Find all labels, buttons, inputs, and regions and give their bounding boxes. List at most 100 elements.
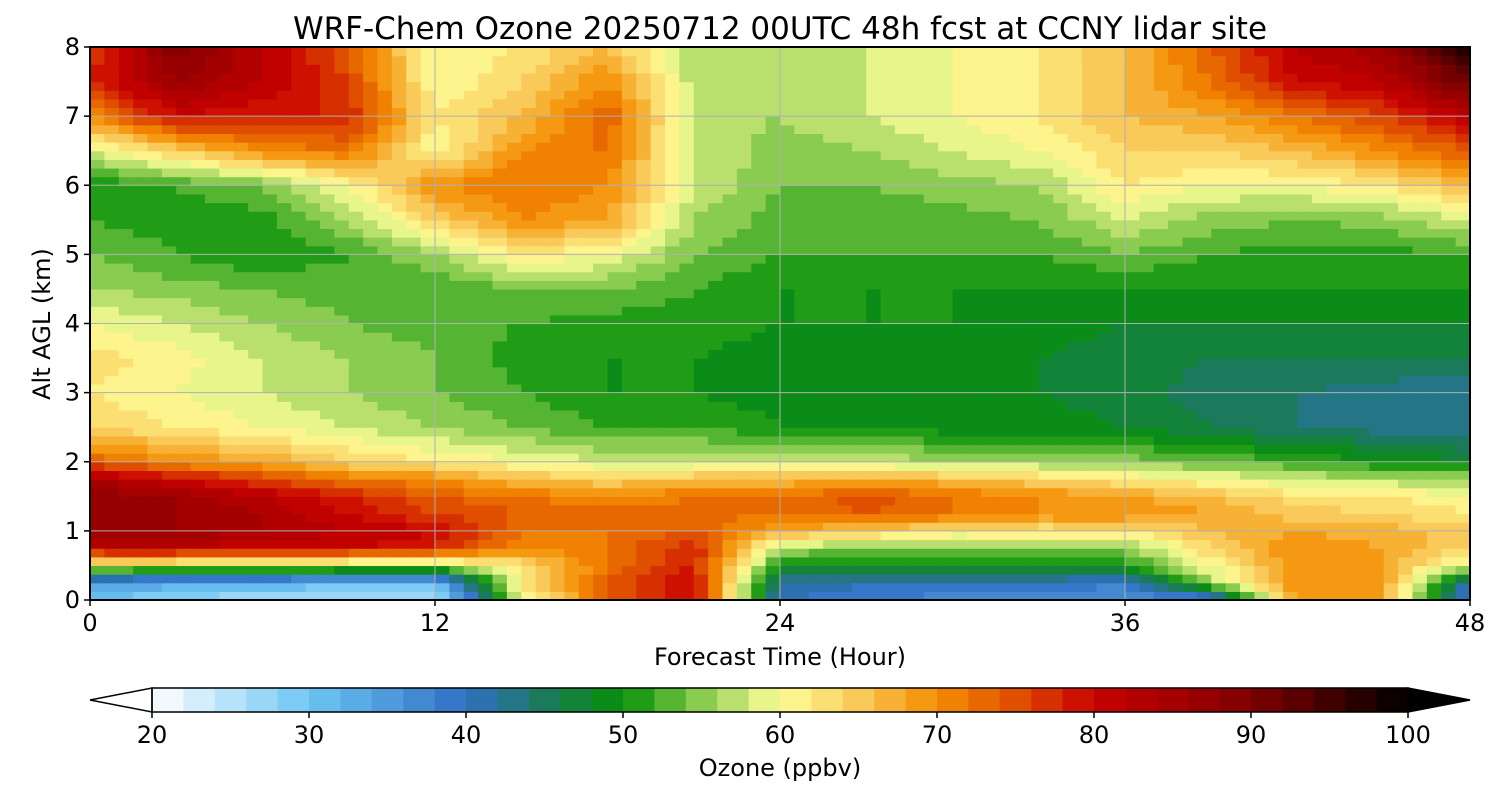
heatmap-cell — [722, 574, 738, 584]
heatmap-cell — [492, 418, 508, 428]
heatmap-cell — [765, 167, 781, 178]
heatmap-cell — [866, 513, 882, 523]
heatmap-cell — [147, 228, 163, 238]
heatmap-cell — [291, 522, 307, 532]
heatmap-cell — [851, 556, 867, 567]
heatmap-cell — [1096, 271, 1112, 281]
heatmap-cell — [1096, 366, 1112, 376]
heatmap-cell — [276, 280, 292, 290]
heatmap-cell — [636, 539, 652, 549]
heatmap-cell — [837, 487, 853, 497]
heatmap-cell — [1441, 427, 1457, 437]
heatmap-cell — [578, 504, 594, 515]
heatmap-cell — [966, 409, 982, 420]
heatmap-cell — [276, 530, 292, 541]
heatmap-cell — [995, 263, 1011, 273]
heatmap-cell — [1441, 453, 1457, 463]
heatmap-cell — [1038, 280, 1054, 290]
heatmap-cell — [1426, 487, 1442, 497]
heatmap-cell — [492, 349, 508, 359]
heatmap-cell — [535, 530, 551, 541]
heatmap-cell — [895, 548, 910, 558]
heatmap-cell — [104, 496, 120, 506]
heatmap-cell — [550, 254, 565, 264]
heatmap-cell — [909, 254, 925, 264]
heatmap-cell — [823, 435, 839, 446]
heatmap-cell — [765, 340, 781, 351]
heatmap-cell — [104, 487, 120, 497]
heatmap-cell — [650, 314, 666, 325]
heatmap-cell — [1283, 297, 1299, 307]
heatmap-cell — [219, 176, 235, 186]
heatmap-cell — [334, 245, 350, 255]
heatmap-cell — [1182, 375, 1198, 385]
heatmap-cell — [708, 375, 724, 385]
heatmap-cell — [693, 496, 709, 506]
heatmap-cell — [449, 427, 465, 437]
heatmap-cell — [1297, 323, 1313, 333]
heatmap-cell — [736, 219, 752, 230]
heatmap-cell — [219, 193, 235, 204]
heatmap-cell — [1240, 271, 1255, 281]
heatmap-cell — [161, 185, 177, 195]
heatmap-cell — [679, 513, 695, 523]
heatmap-cell — [1096, 461, 1112, 471]
heatmap-cell — [938, 176, 954, 186]
heatmap-cell — [176, 479, 192, 489]
heatmap-cell — [794, 375, 810, 385]
heatmap-cell — [506, 530, 522, 541]
heatmap-cell — [1196, 245, 1212, 255]
heatmap-cell — [133, 297, 149, 307]
heatmap-cell — [161, 444, 177, 454]
heatmap-cell — [578, 254, 594, 264]
heatmap-cell — [736, 349, 752, 359]
heatmap-cell — [1383, 323, 1399, 333]
heatmap-cell — [1311, 211, 1327, 221]
heatmap-cell — [693, 401, 709, 411]
heatmap-cell — [276, 288, 292, 299]
heatmap-cell — [837, 340, 853, 351]
heatmap-cell — [1182, 297, 1198, 307]
heatmap-cell — [693, 479, 709, 489]
heatmap-cell — [1355, 263, 1370, 273]
heatmap-cell — [1067, 211, 1083, 221]
heatmap-cell — [665, 470, 680, 480]
heatmap-cell — [1182, 366, 1198, 376]
heatmap-cell — [262, 444, 278, 454]
heatmap-cell — [880, 314, 896, 325]
heatmap-cell — [320, 263, 335, 273]
heatmap-cell — [693, 237, 709, 247]
heatmap-cell — [607, 435, 623, 446]
heatmap-cell — [1355, 522, 1370, 532]
heatmap-cell — [636, 228, 652, 238]
heatmap-cell — [1168, 582, 1184, 592]
heatmap-cell — [808, 530, 824, 541]
heatmap-cell — [449, 418, 465, 428]
heatmap-cell — [823, 211, 839, 221]
heatmap-cell — [420, 582, 436, 592]
heatmap-cell — [1311, 539, 1327, 549]
heatmap-cell — [837, 504, 853, 515]
heatmap-cell — [1053, 332, 1069, 342]
heatmap-cell — [435, 383, 450, 394]
heatmap-cell — [1412, 591, 1428, 600]
heatmap-cell — [391, 150, 407, 160]
heatmap-cell — [1455, 280, 1470, 290]
heatmap-cell — [1398, 211, 1414, 221]
heatmap-cell — [708, 245, 724, 255]
heatmap-cell — [981, 470, 997, 480]
heatmap-cell — [1182, 470, 1198, 480]
heatmap-cell — [938, 228, 954, 238]
heatmap-cell — [722, 150, 738, 160]
heatmap-cell — [1297, 254, 1313, 264]
heatmap-cell — [219, 392, 235, 402]
heatmap-cell — [650, 522, 666, 532]
heatmap-cell — [1398, 409, 1414, 420]
heatmap-cell — [478, 375, 494, 385]
heatmap-cell — [363, 401, 379, 411]
heatmap-cell — [1168, 211, 1184, 221]
heatmap-cell — [1455, 159, 1470, 169]
heatmap-cell — [1355, 418, 1370, 428]
heatmap-cell — [1182, 530, 1198, 541]
heatmap-cell — [1024, 358, 1040, 368]
